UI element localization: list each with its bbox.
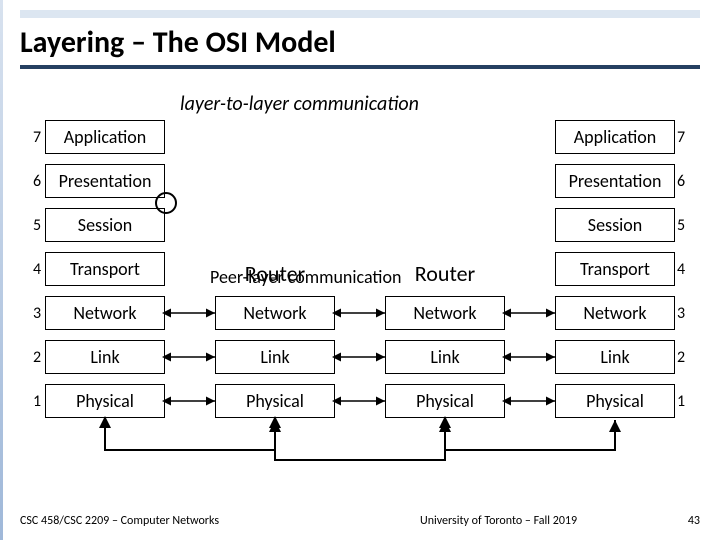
footer-university: University of Toronto – Fall 2019	[420, 514, 577, 528]
layer-box-network: Network	[385, 296, 505, 330]
router-label: Router	[215, 260, 335, 287]
layer-box-link: Link	[45, 340, 165, 374]
layer-box-transport: Transport	[45, 252, 165, 286]
layer-num: 4	[677, 260, 685, 279]
layer-to-layer-label: layer-to-layer communication	[180, 92, 419, 116]
layer-num: 3	[33, 304, 41, 323]
router-label: Router	[385, 260, 505, 287]
layer-num: 2	[33, 348, 41, 367]
layer-num: 4	[33, 260, 41, 279]
router-2-stack: Network Link Physical	[385, 288, 505, 428]
layer-box-physical: Physical	[555, 384, 675, 418]
layer-box-network: Network	[555, 296, 675, 330]
layer-box-application: Application	[45, 120, 165, 154]
layer-num: 2	[677, 348, 685, 367]
layer-num: 7	[33, 128, 41, 147]
slide-number: 43	[688, 514, 700, 528]
layer-box-application: Application	[555, 120, 675, 154]
layer-box-link: Link	[215, 340, 335, 374]
layer-box-transport: Transport	[555, 252, 675, 286]
highlight-circle-icon	[155, 192, 177, 214]
layer-box-network: Network	[215, 296, 335, 330]
layer-num: 3	[677, 304, 685, 323]
layer-num: 1	[677, 392, 685, 411]
layer-box-physical: Physical	[215, 384, 335, 418]
router-1-stack: Network Link Physical	[215, 288, 335, 428]
layer-box-presentation: Presentation	[555, 164, 675, 198]
layer-num: 6	[33, 172, 41, 191]
layer-box-session: Session	[555, 208, 675, 242]
slide-title: Layering – The OSI Model	[20, 10, 700, 69]
layer-box-session: Session	[45, 208, 165, 242]
layer-box-physical: Physical	[385, 384, 505, 418]
layer-box-link: Link	[385, 340, 505, 374]
layer-box-presentation: Presentation	[45, 164, 165, 198]
layer-num: 7	[677, 128, 685, 147]
layer-num: 5	[677, 216, 685, 235]
layer-num: 5	[33, 216, 41, 235]
footer-course: CSC 458/CSC 2209 – Computer Networks	[20, 514, 219, 528]
layer-num: 1	[33, 392, 41, 411]
host-left-stack: Application Presentation Session Transpo…	[45, 120, 165, 428]
layer-box-physical: Physical	[45, 384, 165, 418]
layer-num: 6	[677, 172, 685, 191]
layer-box-link: Link	[555, 340, 675, 374]
slide-left-accent	[0, 0, 3, 540]
host-right-stack: Application Presentation Session Transpo…	[555, 120, 675, 428]
layer-box-network: Network	[45, 296, 165, 330]
